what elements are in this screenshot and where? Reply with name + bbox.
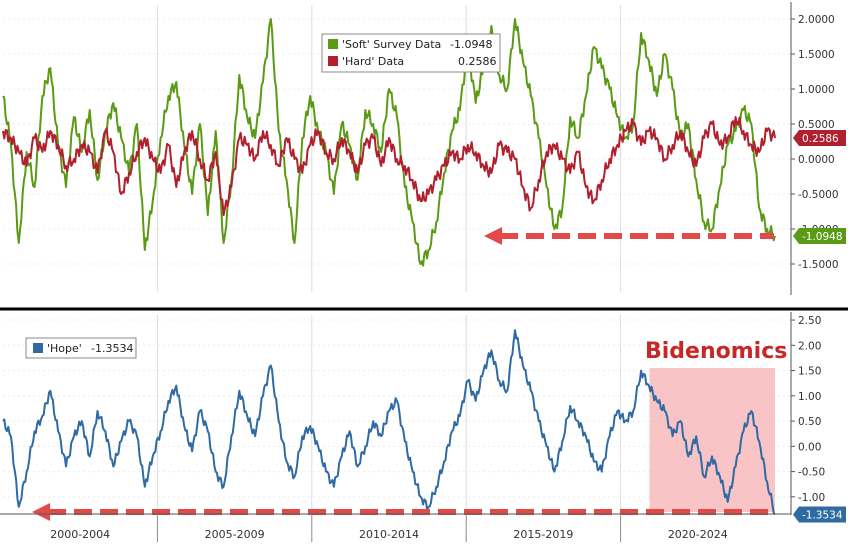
y-tick-label: 1.00 <box>798 391 821 403</box>
x-tick-label: 2015-2019 <box>513 528 573 541</box>
bottom-y-axis: 2.50 2.00 1.50 1.00 0.50 0.00 -0.50 -1.00 <box>790 312 825 515</box>
last-value-label: -1.0948 <box>793 228 846 244</box>
y-tick-label: 1.0000 <box>798 84 835 96</box>
bottom-reference-arrow <box>32 503 774 521</box>
legend-label-soft: 'Soft' Survey Data <box>342 38 441 51</box>
series-line-hope <box>2 329 776 516</box>
top-reference-arrow <box>484 227 774 245</box>
legend-value-hard: 0.2586 <box>458 55 497 68</box>
y-tick-label: 0.50 <box>798 416 821 428</box>
top-panel: 2.00001.50001.00000.50000.0000-0.5000-1.… <box>2 2 846 295</box>
last-value-tag <box>793 228 846 244</box>
legend-swatch-soft <box>328 39 338 49</box>
top-y-axis: 2.0000 1.5000 1.0000 0.5000 0.0000 -0.5000 -1.… <box>790 2 839 295</box>
bottom-last-value-labels: -1.3534 <box>793 506 846 523</box>
top-series-lines <box>2 18 776 267</box>
y-tick-label: 0.0000 <box>798 154 835 166</box>
legend-label-hope: 'Hope' <box>47 342 82 355</box>
x-axis: 2000-2004 2005-2009 2010-2014 2015-2019 2020… <box>0 513 791 542</box>
last-value-label: 0.2586 <box>793 130 846 146</box>
legend-swatch-hard <box>328 56 338 66</box>
legend-label-hard: 'Hard' Data <box>342 55 404 68</box>
top-legend-box <box>321 33 501 73</box>
y-tick-label: 2.0000 <box>798 14 835 26</box>
x-tick-label: 2020-2024 <box>668 528 728 541</box>
series-line-hard <box>2 116 776 216</box>
y-tick-label: 1.5000 <box>798 49 835 61</box>
x-tick-label: 2010-2014 <box>359 528 419 541</box>
legend-value-hope: -1.3534 <box>91 342 133 355</box>
y-tick-label: -0.50 <box>798 467 825 479</box>
bottom-series-lines <box>2 329 776 516</box>
y-tick-label: 2.00 <box>798 340 821 352</box>
y-tick-label: 1.50 <box>798 366 821 378</box>
y-tick-label: 0.5000 <box>798 119 835 131</box>
y-tick-label: -1.00 <box>798 492 825 504</box>
bidenomics-shaded-region <box>649 368 775 512</box>
y-tick-label: 0.00 <box>798 441 821 453</box>
top-legend: 'Soft' Survey Data -1.0948 'Hard' Data 0… <box>321 33 501 73</box>
last-value-label: -1.3534 <box>793 506 846 523</box>
last-value-tag <box>793 506 846 523</box>
bottom-legend: 'Hope' -1.3534 <box>25 337 137 359</box>
last-value-tag <box>793 130 846 146</box>
y-tick-label: 2.50 <box>798 315 821 327</box>
legend-swatch-hope <box>33 343 43 353</box>
last-value-text: -1.3534 <box>802 510 843 522</box>
y-tick-label: -1.5000 <box>798 259 839 271</box>
bottom-legend-box <box>25 337 137 359</box>
last-value-text: -1.0948 <box>802 231 843 243</box>
last-value-text: 0.2586 <box>802 133 839 145</box>
x-tick-label: 2005-2009 <box>205 528 265 541</box>
bottom-panel: 2.50 2.00 1.50 1.00 0.50 0.00 -0.50 -1.00 -1.35… <box>2 312 846 523</box>
reference-arrowhead <box>484 227 502 245</box>
x-tick-label: 2000-2004 <box>50 528 110 541</box>
reference-arrowhead <box>32 503 50 521</box>
y-tick-label: -0.5000 <box>798 189 839 201</box>
top-last-value-labels: -1.0948 0.2586 <box>793 130 846 244</box>
series-line-soft <box>2 18 776 267</box>
legend-value-soft: -1.0948 <box>450 38 492 51</box>
bidenomics-annotation: Bidenomics <box>645 339 787 364</box>
